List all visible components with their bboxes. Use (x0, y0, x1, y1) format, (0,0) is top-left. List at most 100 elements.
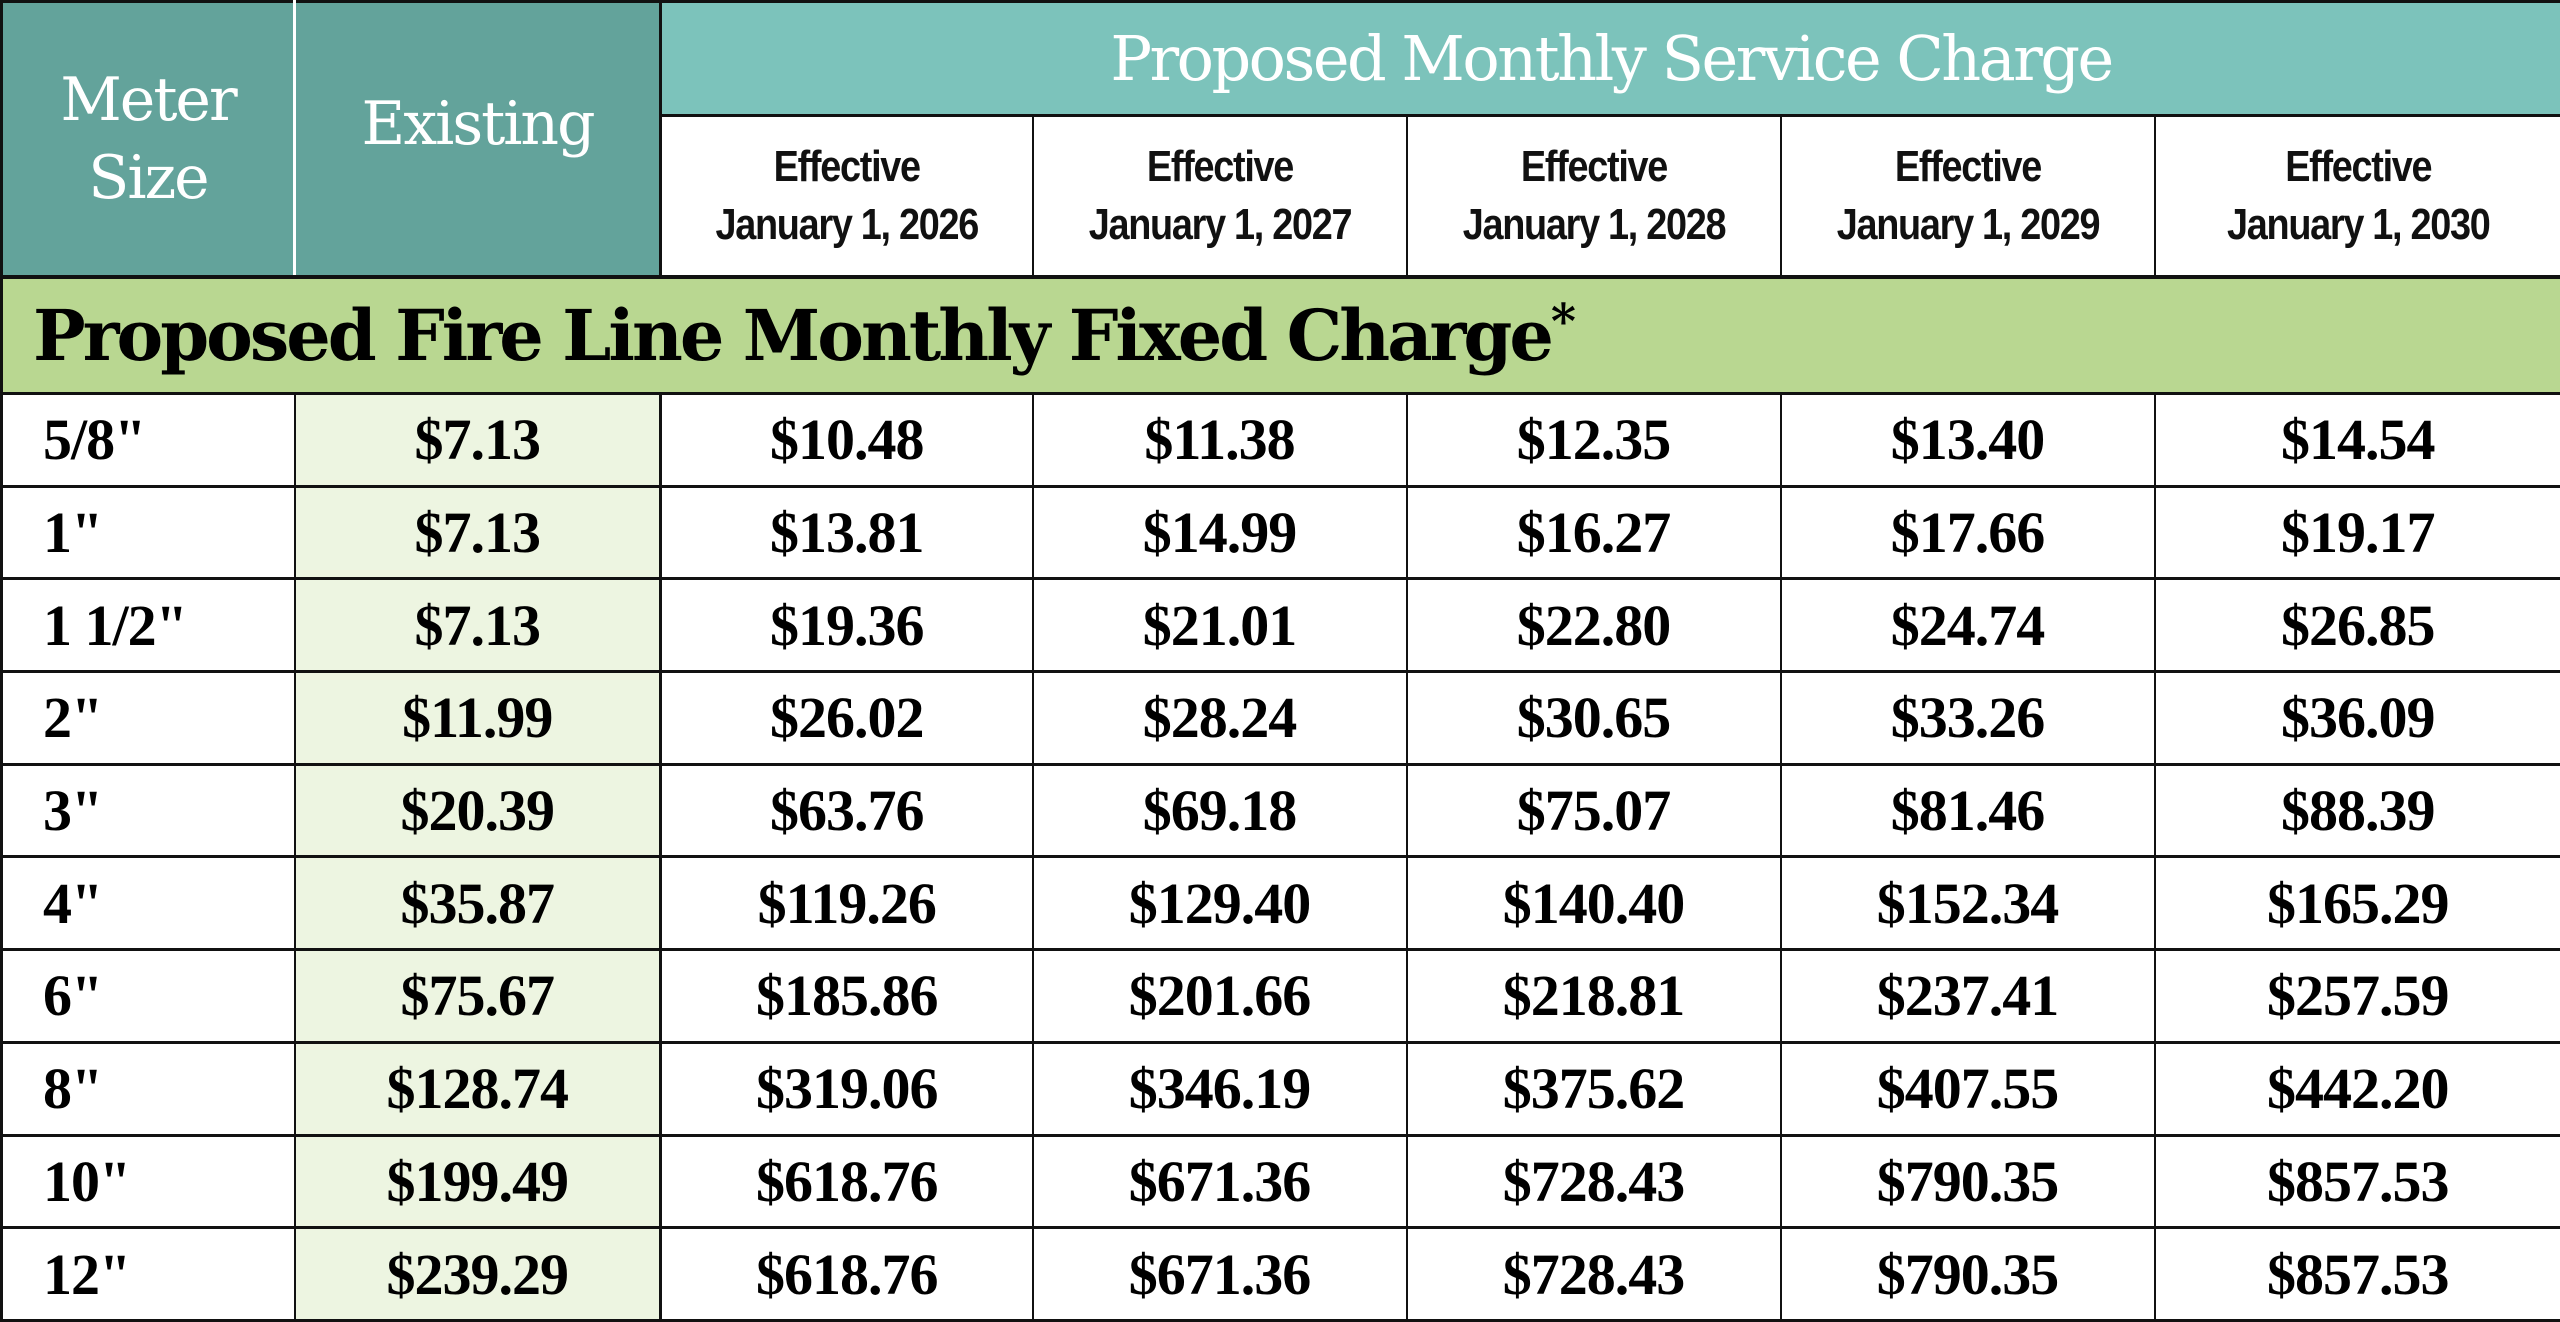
footnote-asterisk: * (1550, 293, 1577, 350)
charge-2028-cell: $728.43 (1406, 1227, 1782, 1321)
charge-2027-cell: $671.36 (1032, 1227, 1408, 1321)
year-header-2027: Effective January 1, 2027 (1032, 115, 1408, 279)
charge-2026-cell: $618.76 (660, 1135, 1034, 1230)
charge-2029-cell: $152.34 (1780, 856, 2156, 952)
charge-2030-cell: $257.59 (2154, 949, 2560, 1044)
year-header-effective-label: Effective (2284, 141, 2432, 191)
meter-size-header: Meter Size (1, 1, 296, 279)
meter-size-header-line1: Meter (60, 64, 237, 135)
table-row: 8" $128.74 $319.06 $346.19 $375.62 $407.… (1, 1042, 2560, 1137)
charge-2029-cell: $407.55 (1780, 1042, 2156, 1137)
charge-2027-cell: $14.99 (1032, 486, 1408, 581)
charge-2028-cell: $22.80 (1406, 578, 1782, 673)
table-row: 12" $239.29 $618.76 $671.36 $728.43 $790… (1, 1227, 2560, 1321)
charge-2030-cell: $26.85 (2154, 578, 2560, 673)
table-row: 2" $11.99 $26.02 $28.24 $30.65 $33.26 $3… (1, 671, 2560, 766)
table-row: 1 1/2" $7.13 $19.36 $21.01 $22.80 $24.74… (1, 578, 2560, 673)
meter-size-header-line2: Size (88, 142, 209, 213)
section-heading: Proposed Fire Line Monthly Fixed Charge* (1, 276, 2560, 395)
charge-2029-cell: $17.66 (1780, 486, 2156, 581)
year-header-2029: Effective January 1, 2029 (1780, 115, 2156, 279)
existing-charge-cell: $7.13 (294, 393, 662, 488)
existing-charge-cell: $75.67 (294, 949, 662, 1044)
year-header-effective-label: Effective (1146, 141, 1293, 191)
charge-2029-cell: $81.46 (1780, 764, 2156, 859)
existing-charge-cell: $239.29 (294, 1227, 662, 1321)
charge-2030-cell: $88.39 (2154, 764, 2560, 859)
charge-2030-cell: $857.53 (2154, 1135, 2560, 1230)
year-header-date: January 1, 2026 (715, 199, 979, 249)
year-header-date: January 1, 2028 (1462, 199, 1726, 249)
year-header-2028: Effective January 1, 2028 (1406, 115, 1782, 279)
existing-charge-cell: $7.13 (294, 578, 662, 673)
meter-size-cell: 1 1/2" (1, 578, 296, 673)
charge-2030-cell: $36.09 (2154, 671, 2560, 766)
table-body: Proposed Fire Line Monthly Fixed Charge*… (1, 276, 2560, 1321)
table-row: 1" $7.13 $13.81 $14.99 $16.27 $17.66 $19… (1, 486, 2560, 581)
meter-size-cell: 3" (1, 764, 296, 859)
proposed-service-charge-title-text: Proposed Monthly Service Charge (1110, 22, 2114, 95)
proposed-service-charge-title: Proposed Monthly Service Charge (660, 1, 2560, 117)
charge-2028-cell: $16.27 (1406, 486, 1782, 581)
charge-2026-cell: $19.36 (660, 578, 1034, 673)
charge-2030-cell: $165.29 (2154, 856, 2560, 952)
section-row: Proposed Fire Line Monthly Fixed Charge* (1, 276, 2560, 395)
charge-2028-cell: $728.43 (1406, 1135, 1782, 1230)
charge-2028-cell: $30.65 (1406, 671, 1782, 766)
charge-2028-cell: $140.40 (1406, 856, 1782, 952)
year-header-effective-label: Effective (1520, 141, 1667, 191)
year-header-date: January 1, 2030 (2226, 199, 2490, 249)
table-row: 4" $35.87 $119.26 $129.40 $140.40 $152.3… (1, 856, 2560, 952)
year-header-date: January 1, 2029 (1836, 199, 2100, 249)
meter-size-cell: 10" (1, 1135, 296, 1230)
charge-2029-cell: $237.41 (1780, 949, 2156, 1044)
meter-size-cell: 5/8" (1, 393, 296, 488)
charge-2026-cell: $185.86 (660, 949, 1034, 1044)
charge-2027-cell: $69.18 (1032, 764, 1408, 859)
charge-2026-cell: $63.76 (660, 764, 1034, 859)
existing-charge-cell: $11.99 (294, 671, 662, 766)
meter-size-cell: 12" (1, 1227, 296, 1321)
charge-2027-cell: $346.19 (1032, 1042, 1408, 1137)
charge-2030-cell: $442.20 (2154, 1042, 2560, 1137)
charge-2028-cell: $75.07 (1406, 764, 1782, 859)
table-row: 6" $75.67 $185.86 $201.66 $218.81 $237.4… (1, 949, 2560, 1044)
meter-size-cell: 1" (1, 486, 296, 581)
year-header-date: January 1, 2027 (1088, 199, 1352, 249)
header-row-years: Effective January 1, 2026 Effective Janu… (2, 115, 2560, 279)
charge-2026-cell: $10.48 (660, 393, 1034, 488)
existing-header-label: Existing (361, 88, 596, 159)
charge-2027-cell: $28.24 (1032, 671, 1408, 766)
table-row: 3" $20.39 $63.76 $69.18 $75.07 $81.46 $8… (1, 764, 2560, 859)
meter-size-cell: 8" (1, 1042, 296, 1137)
charge-2027-cell: $671.36 (1032, 1135, 1408, 1230)
charge-2026-cell: $119.26 (660, 856, 1034, 952)
charge-2029-cell: $13.40 (1780, 393, 2156, 488)
year-header-2026: Effective January 1, 2026 (660, 115, 1034, 279)
meter-size-cell: 6" (1, 949, 296, 1044)
existing-header: Existing (294, 1, 662, 279)
meter-size-cell: 2" (1, 671, 296, 766)
charge-2026-cell: $319.06 (660, 1042, 1034, 1137)
existing-charge-cell: $199.49 (294, 1135, 662, 1230)
existing-charge-cell: $7.13 (294, 486, 662, 581)
charge-2028-cell: $12.35 (1406, 393, 1782, 488)
charge-2027-cell: $129.40 (1032, 856, 1408, 952)
meter-size-cell: 4" (1, 856, 296, 952)
charge-2030-cell: $857.53 (2154, 1227, 2560, 1321)
charge-2029-cell: $33.26 (1780, 671, 2156, 766)
charge-2026-cell: $618.76 (660, 1227, 1034, 1321)
charge-2027-cell: $21.01 (1032, 578, 1408, 673)
section-heading-text: Proposed Fire Line Monthly Fixed Charge (33, 293, 1554, 377)
existing-charge-cell: $128.74 (294, 1042, 662, 1137)
year-header-effective-label: Effective (773, 141, 921, 191)
charge-2030-cell: $14.54 (2154, 393, 2560, 488)
table-row: 10" $199.49 $618.76 $671.36 $728.43 $790… (1, 1135, 2560, 1230)
charge-2030-cell: $19.17 (2154, 486, 2560, 581)
charge-2027-cell: $201.66 (1032, 949, 1408, 1044)
existing-charge-cell: $20.39 (294, 764, 662, 859)
table-row: 5/8" $7.13 $10.48 $11.38 $12.35 $13.40 $… (1, 393, 2560, 488)
charge-2026-cell: $26.02 (660, 671, 1034, 766)
charge-2027-cell: $11.38 (1032, 393, 1408, 488)
